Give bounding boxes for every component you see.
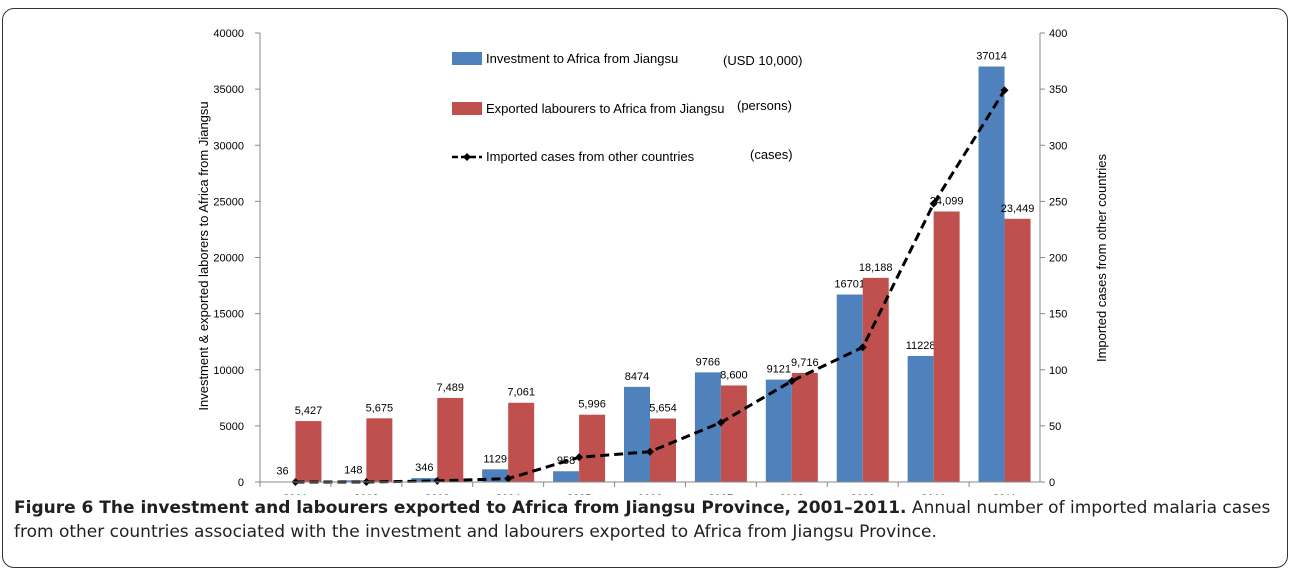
- bar-labourers-2006: [650, 418, 676, 482]
- axes-layer: 0 5000 10000 15000 20000 25000 30000 35000 40000…: [213, 28, 1067, 495]
- point-imported-cases-2004: [504, 474, 513, 483]
- y-tick-label: 15000: [213, 309, 244, 321]
- legend-swatch-investment: [452, 52, 482, 65]
- bar-labourers-2005: [579, 414, 606, 482]
- point-imported-cases-2007: [716, 418, 725, 427]
- y2-tick-label: 0: [1049, 477, 1055, 489]
- data-label-labourers-2004: 7,061: [507, 387, 535, 399]
- legend-unit-cases: (cases): [750, 147, 793, 162]
- y-tick-label: 30000: [213, 140, 244, 152]
- bar-investment-2010: [907, 355, 934, 482]
- caption-text: Annual number of imported malaria cases …: [14, 498, 1271, 542]
- data-label-investment-2001: 36: [276, 466, 288, 478]
- bar-investment-2004: [482, 469, 509, 482]
- line-layer: [291, 86, 1009, 486]
- y2-tick-label: 300: [1049, 140, 1067, 152]
- legend-unit-investment: (USD 10,000): [723, 53, 802, 68]
- bar-investment-2005: [553, 471, 580, 482]
- data-label-labourers-2009: 18,188: [859, 262, 893, 274]
- x-tick-label-2001: 2001: [283, 493, 307, 495]
- x-tick-label-2005: 2005: [567, 493, 591, 495]
- data-label-labourers-2008: 9,716: [791, 357, 819, 369]
- y2-tick-label: 400: [1049, 28, 1067, 40]
- data-label-investment-2003: 346: [415, 462, 433, 474]
- y2-axis-label: Imported cases from other countries: [1094, 153, 1109, 362]
- data-label-labourers-2002: 5,675: [366, 402, 394, 414]
- data-label-investment-2002: 148: [344, 464, 362, 476]
- point-imported-cases-2006: [646, 447, 654, 456]
- x-tick-label-2006: 2006: [638, 493, 662, 495]
- figure-caption: Figure 6 The investment and labourers ex…: [14, 496, 1279, 544]
- y-tick-label: 5000: [220, 421, 244, 433]
- legend-swatch-labourers: [452, 102, 482, 115]
- y2-tick-label: 100: [1049, 365, 1067, 377]
- data-label-investment-2010: 11228: [906, 340, 936, 352]
- data-label-investment-2004: 1129: [483, 453, 507, 465]
- data-label-investment-2006: 8474: [625, 371, 649, 383]
- data-label-labourers-2011: 23,449: [1001, 203, 1035, 215]
- data-label-investment-2008: 9121: [767, 364, 791, 376]
- y2-tick-label: 350: [1049, 84, 1067, 96]
- bar-labourers-2010: [933, 211, 960, 483]
- point-imported-cases-2009: [858, 343, 867, 352]
- data-label-investment-2011: 37014: [976, 51, 1007, 63]
- x-tick-label-2007: 2007: [709, 493, 733, 495]
- y2-tick-label: 200: [1049, 253, 1067, 265]
- x-tick-label-2008: 2008: [780, 493, 804, 495]
- bar-labourers-2009: [862, 277, 889, 482]
- x-tick-label-2009: 2009: [850, 493, 874, 495]
- bar-labourers-2007: [720, 385, 747, 482]
- data-label-investment-2009: 16701: [834, 279, 865, 291]
- bar-investment-2008: [765, 379, 792, 482]
- bar-labourers-2008: [791, 372, 818, 482]
- legend-unit-labourers: (persons): [737, 98, 792, 113]
- bar-labourers-2003: [437, 397, 464, 482]
- data-label-labourers-2005: 5,996: [578, 399, 606, 411]
- y-tick-label: 25000: [213, 196, 244, 208]
- legend: Investment to Africa from Jiangsu (USD 1…: [452, 51, 802, 164]
- legend-label-cases: Imported cases from other countries: [486, 149, 695, 164]
- y-tick-label: 35000: [213, 84, 244, 96]
- y-tick-label: 20000: [213, 253, 244, 265]
- bar-labourers-2004: [508, 402, 535, 482]
- legend-label-labourers: Exported labourers to Africa from Jiangs…: [486, 101, 724, 116]
- point-imported-cases-2005: [575, 453, 584, 462]
- y-tick-label: 0: [238, 477, 244, 489]
- data-label-labourers-2006: 5,654: [649, 403, 677, 415]
- x-tick-label-2010: 2010: [921, 493, 945, 495]
- bar-investment-2011: [978, 66, 1005, 482]
- y2-tick-label: 150: [1049, 309, 1067, 321]
- legend-marker-cases: [463, 153, 471, 161]
- legend-label-investment: Investment to Africa from Jiangsu: [486, 51, 678, 66]
- y-tick-label: 10000: [213, 365, 244, 377]
- bar-investment-2009: [836, 294, 863, 482]
- y-tick-label: 40000: [213, 28, 244, 40]
- y2-tick-label: 250: [1049, 196, 1067, 208]
- y2-tick-label: 50: [1049, 421, 1061, 433]
- bar-labourers-2001: [295, 421, 322, 482]
- caption-title: Figure 6 The investment and labourers ex…: [14, 498, 907, 518]
- x-tick-label-2004: 2004: [496, 493, 520, 495]
- point-imported-cases-2003: [433, 476, 442, 485]
- bar-labourers-2011: [1004, 218, 1031, 482]
- point-imported-cases-2011: [1000, 86, 1009, 95]
- y-axis-label: Investment & exported laborers to Africa…: [196, 101, 211, 410]
- bar-investment-2006: [624, 386, 650, 482]
- data-label-labourers-2001: 5,427: [295, 405, 323, 417]
- point-imported-cases-2010: [929, 199, 938, 208]
- x-tick-label-2003: 2003: [425, 493, 449, 495]
- data-label-investment-2007: 9766: [696, 356, 720, 368]
- data-label-labourers-2003: 7,489: [437, 382, 465, 394]
- data-label-labourers-2007: 8,600: [720, 369, 748, 381]
- bar-labourers-2002: [366, 418, 393, 482]
- x-tick-label-2011: 2011: [993, 493, 1017, 495]
- point-imported-cases-2008: [787, 376, 796, 385]
